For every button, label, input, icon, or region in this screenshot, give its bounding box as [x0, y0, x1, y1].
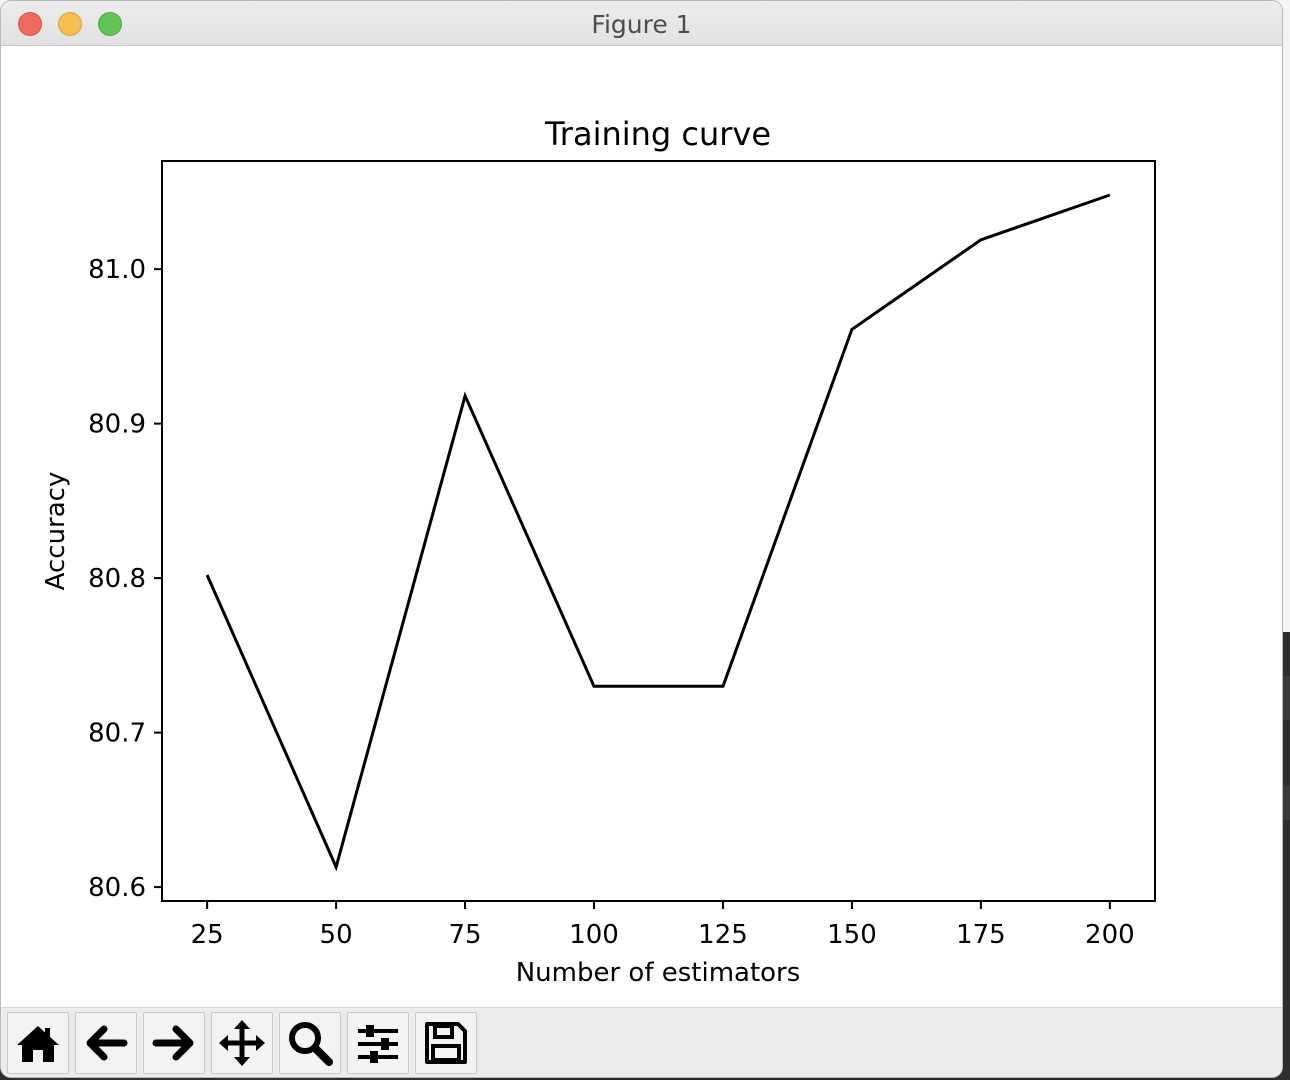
forward-button[interactable] — [143, 1012, 205, 1074]
x-axis-label: Number of estimators — [516, 958, 801, 988]
desktop-edge-bar — [1282, 676, 1290, 720]
save-button[interactable] — [415, 1012, 477, 1074]
title-bar[interactable]: Figure 1 — [1, 1, 1282, 46]
arrow-left-icon — [86, 1025, 128, 1061]
y-tick-label: 80.7 — [88, 719, 146, 749]
x-axis-ticks: 25 50 75 100 125 150 175 200 — [191, 901, 1135, 950]
arrow-right-icon — [152, 1025, 194, 1061]
floppy-disk-icon — [425, 1022, 467, 1064]
x-tick-label: 150 — [827, 920, 877, 950]
navigation-toolbar — [1, 1007, 1282, 1077]
y-tick-label: 80.8 — [88, 564, 146, 594]
magnifier-icon — [289, 1022, 333, 1066]
figure-canvas[interactable]: 25 50 75 100 125 150 175 200 80.6 80.7 80.8 80.9 81… — [1, 46, 1282, 1007]
home-icon — [17, 1026, 59, 1062]
configure-subplots-button[interactable] — [347, 1012, 409, 1074]
zoom-button[interactable] — [279, 1012, 341, 1074]
line-chart: 25 50 75 100 125 150 175 200 80.6 80.7 80.8 80.9 81… — [41, 115, 1156, 988]
minimize-window-button[interactable] — [58, 12, 82, 36]
maximize-window-button[interactable] — [98, 12, 122, 36]
window-title: Figure 1 — [591, 10, 692, 39]
plot-area — [161, 160, 1156, 902]
home-button[interactable] — [7, 1012, 69, 1074]
chart-title: Training curve — [544, 115, 771, 153]
back-button[interactable] — [75, 1012, 137, 1074]
x-tick-label: 25 — [191, 920, 224, 950]
y-axis-label: Accuracy — [41, 472, 71, 591]
series-line — [205, 193, 1111, 872]
desktop-edge-bar — [1282, 786, 1290, 820]
y-tick-label: 80.9 — [88, 410, 146, 440]
x-tick-label: 200 — [1085, 920, 1135, 950]
x-tick-label: 75 — [449, 920, 482, 950]
x-tick-label: 100 — [569, 920, 619, 950]
x-tick-label: 125 — [698, 920, 748, 950]
y-axis-ticks: 80.6 80.7 80.8 80.9 81.0 — [88, 255, 162, 903]
y-tick-label: 80.6 — [88, 873, 146, 903]
x-tick-label: 175 — [956, 920, 1006, 950]
pan-button[interactable] — [211, 1012, 273, 1074]
sliders-icon — [358, 1025, 398, 1063]
move-icon — [219, 1020, 265, 1066]
y-tick-label: 81.0 — [88, 255, 146, 285]
x-tick-label: 50 — [320, 920, 353, 950]
close-window-button[interactable] — [18, 12, 42, 36]
